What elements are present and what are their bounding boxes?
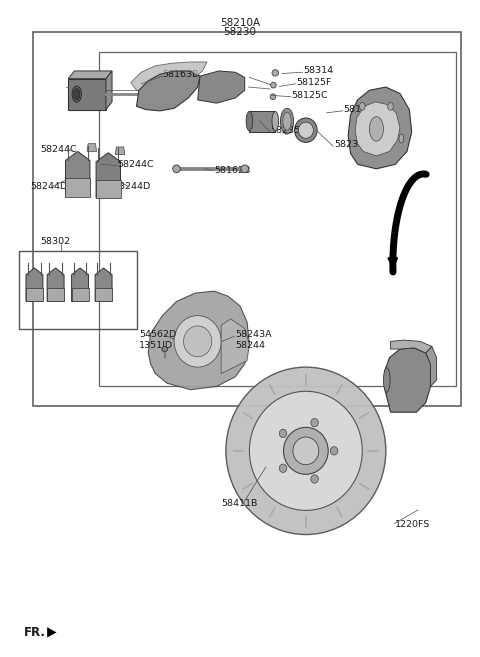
Text: 58411B: 58411B bbox=[221, 499, 258, 508]
Ellipse shape bbox=[370, 117, 384, 141]
Polygon shape bbox=[47, 268, 64, 302]
Polygon shape bbox=[65, 179, 90, 196]
Polygon shape bbox=[106, 71, 112, 110]
Polygon shape bbox=[47, 288, 64, 302]
Text: 58302: 58302 bbox=[40, 237, 70, 246]
Ellipse shape bbox=[226, 367, 386, 535]
Polygon shape bbox=[131, 62, 207, 90]
Text: 58244D: 58244D bbox=[31, 183, 68, 191]
Text: 58233: 58233 bbox=[334, 141, 364, 150]
Ellipse shape bbox=[250, 392, 362, 510]
Text: 58244C: 58244C bbox=[40, 145, 77, 154]
Polygon shape bbox=[136, 71, 200, 111]
Text: 58314: 58314 bbox=[303, 66, 334, 76]
Text: 1351JD: 1351JD bbox=[139, 342, 173, 350]
Ellipse shape bbox=[270, 94, 276, 100]
Ellipse shape bbox=[295, 118, 317, 143]
Bar bbox=[99, 52, 456, 386]
Text: FR.: FR. bbox=[24, 626, 46, 639]
Ellipse shape bbox=[271, 82, 276, 88]
Bar bbox=[19, 251, 136, 328]
Polygon shape bbox=[72, 268, 88, 302]
Text: 58235C: 58235C bbox=[271, 125, 307, 135]
Ellipse shape bbox=[280, 108, 294, 134]
Polygon shape bbox=[250, 111, 275, 132]
Text: 58125C: 58125C bbox=[292, 91, 328, 100]
Polygon shape bbox=[26, 288, 43, 302]
Polygon shape bbox=[26, 268, 43, 302]
Ellipse shape bbox=[183, 326, 212, 357]
Text: 58125F: 58125F bbox=[297, 78, 332, 87]
Ellipse shape bbox=[284, 427, 328, 474]
Polygon shape bbox=[348, 87, 412, 169]
Polygon shape bbox=[115, 147, 125, 154]
Ellipse shape bbox=[283, 112, 291, 130]
Polygon shape bbox=[355, 102, 400, 156]
Bar bbox=[33, 32, 461, 406]
Ellipse shape bbox=[293, 437, 319, 464]
Text: 58163B: 58163B bbox=[162, 70, 199, 79]
Polygon shape bbox=[47, 627, 57, 637]
Ellipse shape bbox=[330, 447, 338, 455]
Polygon shape bbox=[391, 340, 432, 353]
Ellipse shape bbox=[162, 346, 168, 351]
Polygon shape bbox=[198, 71, 245, 103]
Ellipse shape bbox=[384, 368, 390, 392]
Ellipse shape bbox=[173, 165, 180, 173]
Ellipse shape bbox=[174, 315, 221, 367]
Ellipse shape bbox=[74, 89, 80, 100]
Ellipse shape bbox=[360, 102, 365, 110]
Polygon shape bbox=[65, 152, 90, 196]
Polygon shape bbox=[72, 288, 88, 302]
Ellipse shape bbox=[246, 112, 252, 131]
Polygon shape bbox=[96, 152, 120, 198]
Ellipse shape bbox=[279, 464, 287, 472]
Text: 58210A: 58210A bbox=[220, 18, 260, 28]
Polygon shape bbox=[68, 71, 112, 79]
Polygon shape bbox=[87, 144, 96, 152]
Polygon shape bbox=[68, 79, 106, 110]
Text: 58244D: 58244D bbox=[113, 183, 150, 191]
Polygon shape bbox=[95, 268, 112, 302]
Polygon shape bbox=[148, 291, 250, 390]
Text: 58243A: 58243A bbox=[235, 330, 272, 340]
Polygon shape bbox=[95, 288, 112, 302]
Ellipse shape bbox=[72, 86, 82, 102]
Ellipse shape bbox=[272, 112, 278, 131]
Ellipse shape bbox=[388, 102, 393, 110]
Ellipse shape bbox=[311, 419, 318, 427]
Ellipse shape bbox=[299, 122, 313, 138]
Polygon shape bbox=[426, 346, 437, 386]
Text: 58244C: 58244C bbox=[118, 160, 155, 169]
Ellipse shape bbox=[399, 134, 404, 143]
Text: 58230: 58230 bbox=[224, 28, 256, 37]
Ellipse shape bbox=[279, 429, 287, 438]
Text: 1220FS: 1220FS bbox=[395, 520, 431, 530]
Ellipse shape bbox=[272, 70, 278, 76]
Text: 58244: 58244 bbox=[235, 342, 265, 350]
Ellipse shape bbox=[241, 165, 249, 173]
Text: 58161B: 58161B bbox=[344, 105, 380, 114]
Text: 58162B: 58162B bbox=[214, 166, 251, 175]
Text: 54562D: 54562D bbox=[139, 330, 176, 340]
Polygon shape bbox=[221, 319, 250, 374]
Polygon shape bbox=[385, 348, 431, 412]
Ellipse shape bbox=[311, 475, 318, 483]
Polygon shape bbox=[96, 180, 120, 198]
